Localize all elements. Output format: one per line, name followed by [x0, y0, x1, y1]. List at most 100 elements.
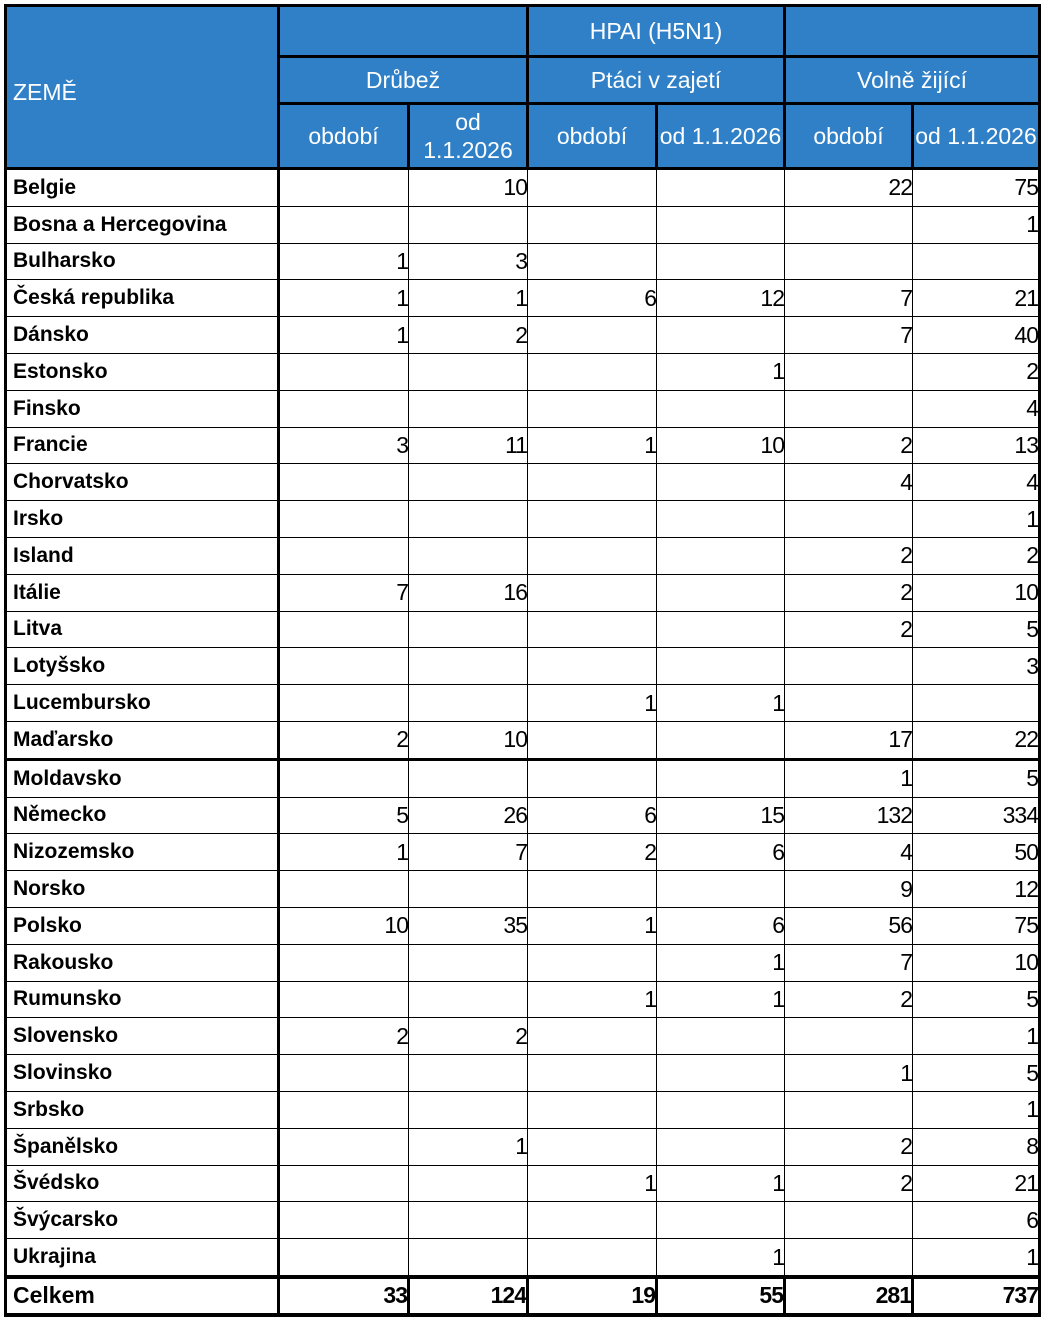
value-cell	[527, 316, 657, 354]
table-row: Francie 3 11 1 10 2 13	[4, 426, 1041, 465]
value-cell	[408, 1201, 528, 1240]
value-cell: 1	[527, 684, 657, 722]
value-cell: 1	[278, 833, 409, 872]
header-category-wild: Volně žijící	[783, 55, 1041, 105]
value-cell	[784, 352, 913, 391]
value-cell: 16	[408, 573, 528, 612]
value-cell: 2	[912, 352, 1041, 391]
value-cell: 7	[278, 573, 409, 612]
value-cell	[656, 1127, 785, 1166]
value-cell	[656, 610, 785, 649]
country-name: Španělsko	[4, 1127, 280, 1166]
value-cell: 10	[912, 573, 1041, 612]
value-cell	[408, 463, 528, 502]
value-cell: 40	[912, 316, 1041, 354]
value-cell: 4	[784, 463, 913, 502]
value-cell: 5	[912, 610, 1041, 649]
table-row: Rakousko 1 7 10	[4, 943, 1041, 982]
value-cell	[278, 1054, 409, 1092]
table-row: Moldavsko 1 5	[4, 757, 1041, 798]
country-name: Nizozemsko	[4, 833, 280, 872]
country-name: Německo	[4, 796, 280, 835]
header-category-poultry: Drůbež	[277, 55, 529, 105]
value-cell	[278, 943, 409, 982]
value-cell: 1	[912, 1090, 1041, 1129]
table-row: Litva 2 5	[4, 610, 1041, 649]
total-value: 281	[783, 1274, 913, 1317]
value-cell	[527, 1090, 657, 1129]
value-cell	[656, 389, 785, 428]
value-cell	[784, 389, 913, 428]
table-row: Irsko 1	[4, 500, 1041, 538]
value-cell	[278, 500, 409, 538]
value-cell: 1	[656, 684, 785, 722]
country-name: Itálie	[4, 573, 280, 612]
value-cell	[784, 1238, 913, 1278]
value-cell: 1	[656, 943, 785, 982]
value-cell	[912, 684, 1041, 722]
table-row: Bosna a Hercegovina 1	[4, 205, 1041, 244]
value-cell: 7	[408, 833, 528, 872]
total-row: Celkem 33 124 19 55 281 737	[4, 1274, 1041, 1317]
value-cell: 3	[408, 242, 528, 281]
value-cell	[527, 1238, 657, 1278]
header-category-captive: Ptáci v zajetí	[526, 55, 786, 105]
country-name: Bosna a Hercegovina	[4, 205, 280, 244]
value-cell	[278, 463, 409, 502]
country-name: Švédsko	[4, 1164, 280, 1203]
value-cell	[278, 1127, 409, 1166]
value-cell	[408, 352, 528, 391]
value-cell: 13	[912, 426, 1041, 465]
value-cell	[278, 205, 409, 244]
value-cell: 1	[912, 1238, 1041, 1278]
value-cell	[278, 352, 409, 391]
value-cell: 8	[912, 1127, 1041, 1166]
value-cell: 5	[912, 980, 1041, 1019]
value-cell: 1	[912, 500, 1041, 538]
value-cell	[656, 1054, 785, 1092]
country-name: Belgie	[4, 168, 280, 207]
value-cell: 2	[278, 1017, 409, 1056]
value-cell: 6	[527, 279, 657, 318]
table-row: Polsko 10 35 1 6 56 75	[4, 906, 1041, 945]
table-row: Finsko 4	[4, 389, 1041, 428]
country-name: Česká republika	[4, 279, 280, 318]
country-name: Bulharsko	[4, 242, 280, 281]
value-cell: 1	[527, 426, 657, 465]
value-cell: 1	[912, 205, 1041, 244]
value-cell	[278, 1090, 409, 1129]
value-cell	[527, 500, 657, 538]
value-cell	[656, 720, 785, 760]
value-cell: 1	[656, 1238, 785, 1278]
country-name: Ukrajina	[4, 1238, 280, 1278]
value-cell: 10	[278, 906, 409, 945]
country-name: Chorvatsko	[4, 463, 280, 502]
value-cell	[656, 242, 785, 281]
value-cell: 1	[784, 757, 913, 798]
value-cell: 6	[656, 833, 785, 872]
value-cell: 15	[656, 796, 785, 835]
total-value: 33	[277, 1274, 409, 1317]
value-cell	[408, 1090, 528, 1129]
value-cell: 5	[912, 757, 1041, 798]
value-cell	[278, 980, 409, 1019]
value-cell: 7	[784, 316, 913, 354]
value-cell: 1	[656, 980, 785, 1019]
value-cell	[527, 573, 657, 612]
value-cell	[408, 980, 528, 1019]
value-cell	[527, 352, 657, 391]
header-sub-period: období	[526, 102, 658, 170]
value-cell: 132	[784, 796, 913, 835]
value-cell	[278, 1238, 409, 1278]
header-sub-period: období	[783, 102, 914, 170]
country-name: Irsko	[4, 500, 280, 538]
table-row: Česká republika 1 1 6 12 7 21	[4, 279, 1041, 318]
value-cell	[408, 500, 528, 538]
value-cell	[408, 757, 528, 798]
value-cell	[278, 536, 409, 575]
country-name: Polsko	[4, 906, 280, 945]
table-row: Lotyšsko 3	[4, 647, 1041, 686]
value-cell	[278, 610, 409, 649]
value-cell: 10	[656, 426, 785, 465]
value-cell	[408, 536, 528, 575]
